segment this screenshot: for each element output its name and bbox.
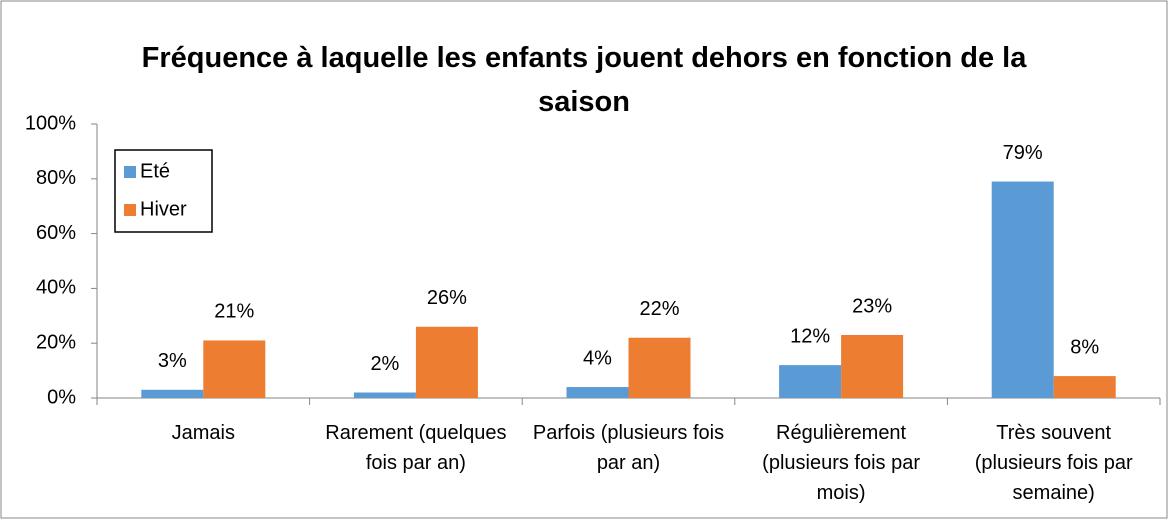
data-label: 3% bbox=[158, 350, 187, 372]
data-label: 22% bbox=[639, 298, 679, 320]
x-tick-label: Régulièrement (plusieurs fois par mois) bbox=[762, 422, 921, 504]
y-tick-label: 0% bbox=[47, 386, 76, 408]
bar bbox=[415, 326, 478, 398]
data-label: 4% bbox=[583, 347, 612, 369]
legend-swatch bbox=[124, 166, 136, 178]
data-label: 12% bbox=[790, 325, 830, 347]
y-tick-label: 40% bbox=[36, 277, 76, 299]
bar bbox=[779, 365, 842, 398]
data-label: 2% bbox=[370, 353, 399, 375]
y-tick-label: 80% bbox=[36, 167, 76, 189]
bar bbox=[566, 387, 629, 398]
data-label: 79% bbox=[1003, 142, 1043, 164]
y-tick-label: 20% bbox=[36, 331, 76, 353]
data-label: 23% bbox=[852, 295, 892, 317]
bar bbox=[203, 340, 266, 398]
bar bbox=[841, 334, 904, 398]
legend-label: Hiver bbox=[140, 198, 187, 220]
data-label: 26% bbox=[427, 287, 467, 309]
x-tick-label: Très souvent (plusieurs fois par semaine… bbox=[974, 422, 1133, 504]
bar bbox=[628, 337, 691, 398]
y-tick-label: 100% bbox=[25, 112, 76, 134]
y-tick-label: 60% bbox=[36, 222, 76, 244]
x-tick-label: Jamais bbox=[171, 422, 235, 444]
legend-swatch bbox=[124, 204, 136, 216]
bar bbox=[353, 392, 416, 398]
bar bbox=[1053, 376, 1116, 398]
x-tick-label: Parfois (plusieurs fois par an) bbox=[532, 422, 725, 474]
legend-box bbox=[114, 149, 213, 233]
bar bbox=[141, 389, 204, 398]
x-tick-label: Rarement (quelques fois par an) bbox=[325, 422, 507, 474]
legend-label: Eté bbox=[140, 160, 170, 182]
chart-title: Fréquence à laquelle les enfants jouent … bbox=[141, 42, 1027, 118]
data-label: 21% bbox=[214, 301, 254, 323]
data-label: 8% bbox=[1070, 336, 1099, 358]
bar bbox=[991, 181, 1054, 398]
